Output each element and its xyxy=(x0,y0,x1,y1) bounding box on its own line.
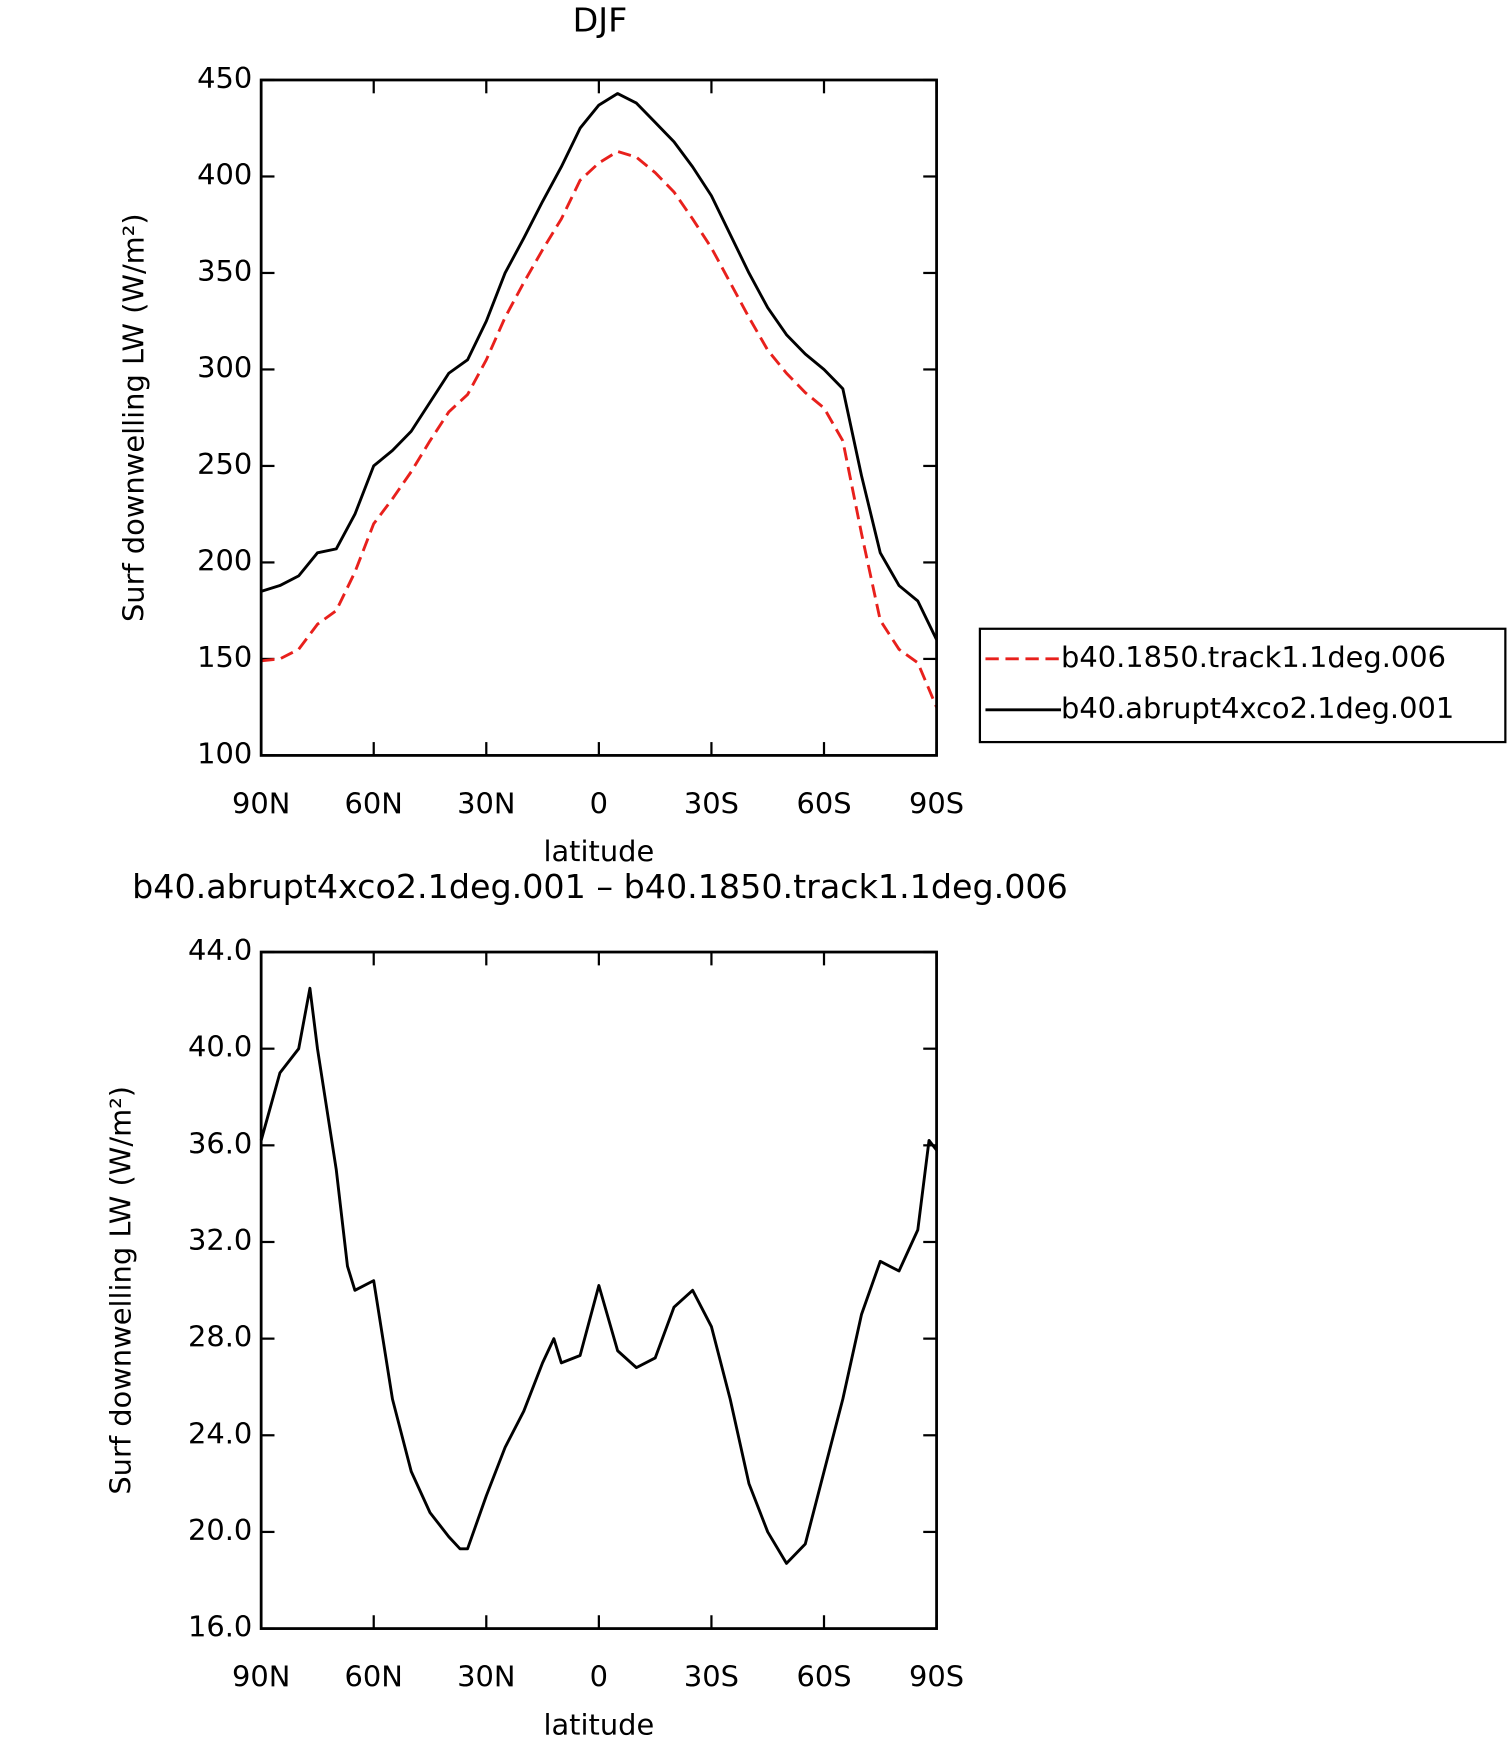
y-axis-label: Surf downwelling LW (W/m²) xyxy=(103,1086,137,1495)
y-tick-label: 44.0 xyxy=(188,933,252,967)
legend-label: b40.abrupt4xco2.1deg.001 xyxy=(1061,691,1454,725)
x-tick-label: 60S xyxy=(796,1660,851,1694)
y-tick-label: 40.0 xyxy=(188,1030,252,1064)
x-tick-label: 30S xyxy=(684,1660,739,1694)
x-tick-label: 90N xyxy=(232,1660,290,1694)
x-axis-label: latitude xyxy=(543,1707,654,1741)
x-tick-label: 30S xyxy=(684,786,739,820)
y-tick-label: 250 xyxy=(197,447,252,481)
x-tick-label: 60S xyxy=(796,786,851,820)
x-axis-label: latitude xyxy=(543,834,654,868)
y-axis-label: Surf downwelling LW (W/m²) xyxy=(117,213,151,622)
plot-frame xyxy=(259,950,938,1630)
x-tick-label: 90N xyxy=(232,786,290,820)
y-tick-label: 450 xyxy=(197,61,252,95)
y-tick-label: 300 xyxy=(197,350,252,384)
data-line xyxy=(260,149,938,708)
x-tick-label: 60N xyxy=(345,786,403,820)
legend-label: b40.1850.track1.1deg.006 xyxy=(1061,640,1446,674)
y-tick-label: 24.0 xyxy=(188,1416,252,1450)
x-tick-label: 0 xyxy=(590,786,608,820)
y-tick-label: 16.0 xyxy=(188,1610,252,1644)
x-tick-label: 90S xyxy=(909,786,964,820)
y-tick-label: 32.0 xyxy=(188,1223,252,1257)
y-tick-label: 200 xyxy=(197,543,252,577)
y-tick-label: 100 xyxy=(197,736,252,770)
x-tick-label: 90S xyxy=(909,1660,964,1694)
chart-title: DJF xyxy=(573,1,628,40)
x-tick-label: 30N xyxy=(457,1660,515,1694)
chart-title: b40.abrupt4xco2.1deg.001 – b40.1850.trac… xyxy=(132,867,1068,906)
y-tick-label: 28.0 xyxy=(188,1320,252,1354)
plot-frame xyxy=(259,78,938,757)
x-tick-label: 60N xyxy=(345,1660,403,1694)
y-tick-label: 150 xyxy=(197,640,252,674)
legend-box xyxy=(978,627,1507,744)
y-tick-label: 20.0 xyxy=(188,1513,252,1547)
y-tick-label: 400 xyxy=(197,157,252,191)
data-line xyxy=(259,986,938,1565)
y-tick-label: 36.0 xyxy=(188,1126,252,1160)
x-tick-label: 0 xyxy=(590,1660,608,1694)
x-tick-label: 30N xyxy=(457,786,515,820)
data-line xyxy=(260,92,938,641)
y-tick-label: 350 xyxy=(197,254,252,288)
